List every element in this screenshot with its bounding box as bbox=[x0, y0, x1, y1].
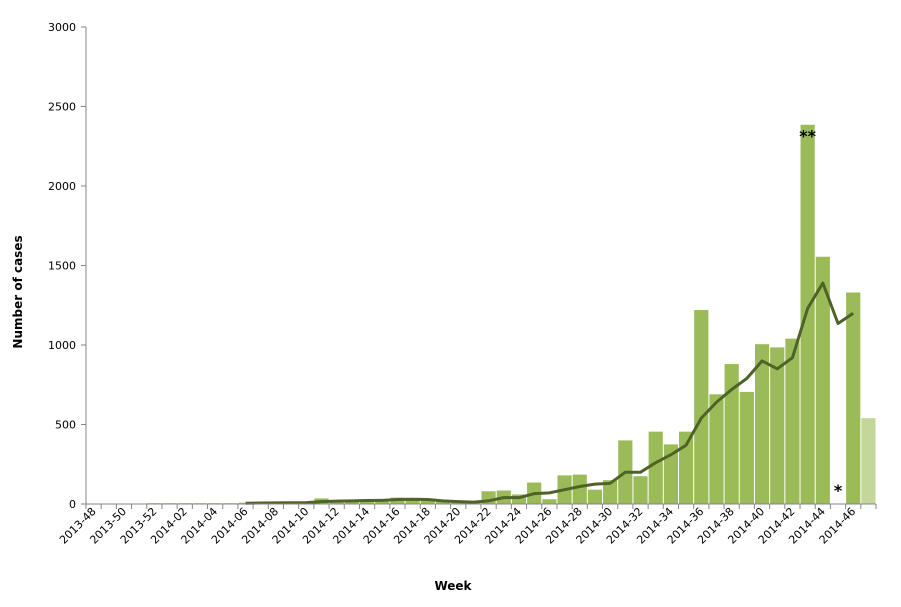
y-tick-label: 3000 bbox=[48, 21, 76, 34]
y-tick-label: 1000 bbox=[48, 339, 76, 352]
bar-2014-29 bbox=[587, 489, 603, 504]
y-tick-label: 1500 bbox=[48, 260, 76, 273]
bar-2014-38 bbox=[724, 364, 739, 504]
annotations-layer: *** bbox=[799, 126, 843, 500]
bar-2014-26 bbox=[542, 499, 557, 504]
bar-2014-06 bbox=[238, 502, 253, 504]
y-axis-title: Number of cases bbox=[11, 235, 25, 348]
bar-2014-35 bbox=[679, 431, 694, 504]
bar-2014-17 bbox=[405, 499, 420, 504]
bar-2014-36 bbox=[694, 310, 709, 504]
bar-2014-24 bbox=[511, 494, 527, 504]
bar-2014-43 bbox=[800, 124, 815, 504]
y-tick-label: 0 bbox=[69, 498, 76, 511]
trend-line bbox=[245, 281, 855, 505]
bar-2014-18 bbox=[420, 500, 435, 504]
bar-2014-15 bbox=[375, 500, 390, 504]
x-axis-title: Week bbox=[434, 579, 472, 593]
bar-2014-14 bbox=[359, 500, 375, 504]
bar-2014-47 bbox=[861, 418, 876, 504]
bar-2014-41 bbox=[770, 347, 785, 504]
bar-2014-34 bbox=[663, 444, 678, 505]
bar-2014-39 bbox=[739, 391, 754, 504]
y-tick-label: 500 bbox=[55, 419, 76, 432]
bar-2014-13 bbox=[344, 501, 359, 504]
bar-2014-40 bbox=[754, 344, 770, 504]
trend-line-layer bbox=[245, 281, 855, 505]
bar-2014-46 bbox=[846, 292, 861, 504]
annotation-star: ** bbox=[799, 126, 816, 145]
bar-2014-37 bbox=[709, 394, 724, 504]
bar-2014-44 bbox=[815, 256, 830, 504]
annotation-star: * bbox=[834, 481, 843, 500]
bar-2014-30 bbox=[603, 480, 618, 504]
bar-2014-12 bbox=[329, 501, 344, 504]
bar-2014-42 bbox=[785, 338, 800, 504]
bar-2014-33 bbox=[648, 431, 663, 504]
y-tick-label: 2000 bbox=[48, 180, 76, 193]
bars-layer bbox=[147, 124, 876, 505]
y-tick-label: 2500 bbox=[48, 101, 76, 114]
bar-2014-32 bbox=[633, 476, 648, 504]
bar-2014-19 bbox=[435, 500, 451, 504]
bar-2014-28 bbox=[572, 474, 587, 504]
